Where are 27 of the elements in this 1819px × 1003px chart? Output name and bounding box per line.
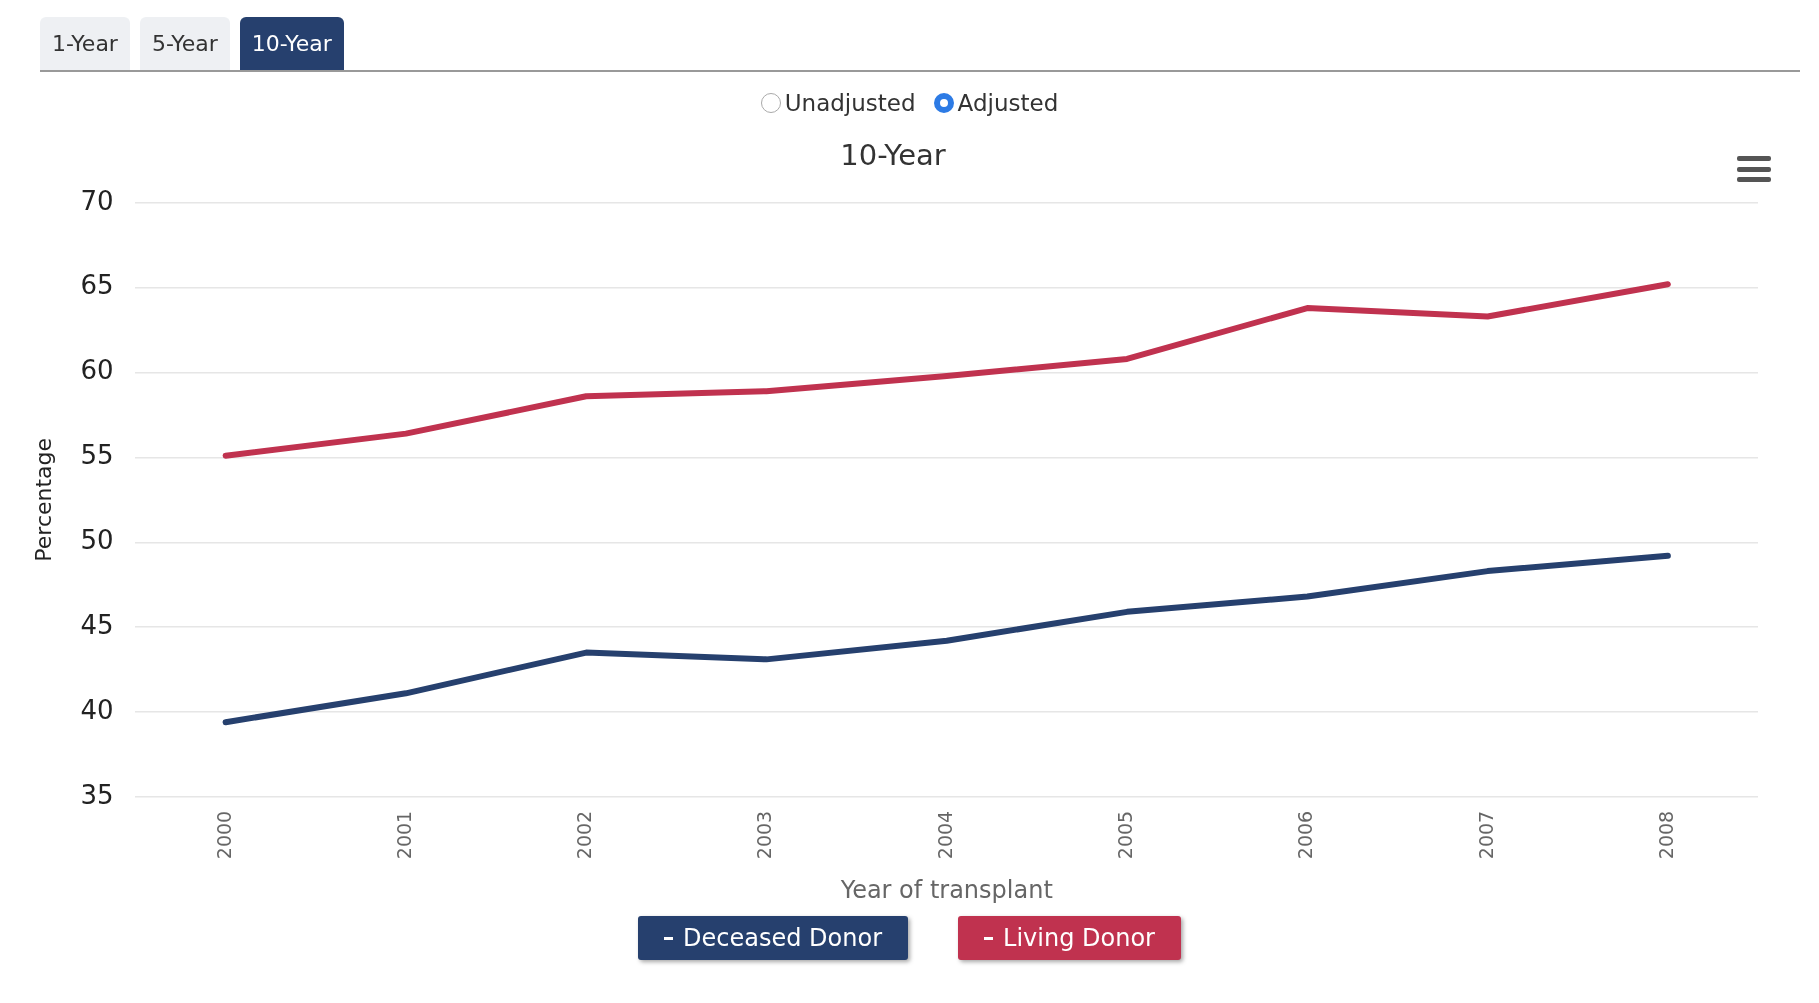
text: Unadjusted: [784, 90, 916, 116]
y-tick-label: 40: [80, 694, 114, 725]
y-tick-label: 65: [80, 270, 114, 301]
x-tick-label: 2005: [1113, 810, 1136, 860]
x-tick-label: 2000: [212, 810, 235, 860]
text: 10-Year: [239, 17, 344, 70]
y-tick-label: 45: [80, 609, 114, 640]
x-tick-label: 2006: [1294, 810, 1317, 860]
text: Deceased Donor: [683, 924, 883, 952]
y-tick-label: 60: [80, 355, 114, 386]
text: 5-Year: [139, 17, 230, 70]
y-tick-label: 70: [80, 185, 114, 216]
x-tick-label: 2001: [392, 810, 415, 860]
text: 1-Year: [40, 17, 130, 70]
y-tick-label: 35: [80, 779, 114, 810]
y-axis-title: Percentage: [30, 437, 56, 562]
x-tick-label: 2007: [1474, 810, 1497, 860]
x-tick-label: 2008: [1654, 810, 1677, 860]
x-tick-label: 2002: [573, 810, 596, 860]
y-tick-label: 55: [80, 440, 114, 471]
x-axis-title: Year of transplant: [839, 875, 1053, 904]
x-tick-label: 2003: [753, 810, 776, 860]
x-tick-label: 2004: [933, 810, 956, 860]
text: Adjusted: [957, 90, 1059, 116]
text: Living Donor: [1003, 924, 1155, 952]
chart-title: 10-Year: [840, 137, 946, 172]
y-tick-label: 50: [80, 525, 114, 556]
